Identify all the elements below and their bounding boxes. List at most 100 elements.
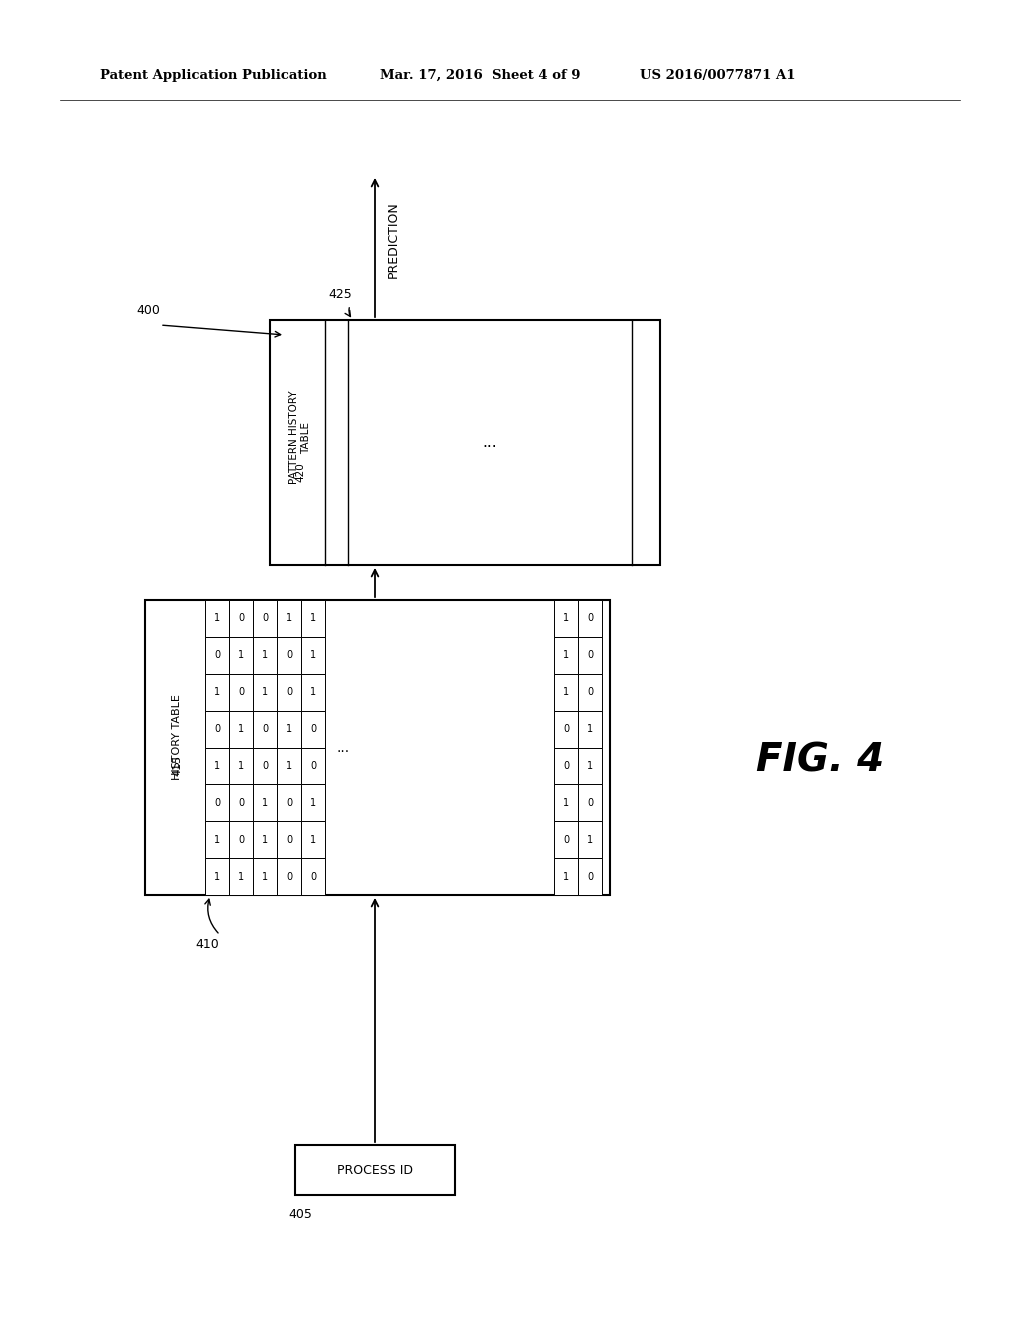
Bar: [145, 601, 610, 895]
Bar: [578, 601, 602, 636]
Bar: [278, 784, 301, 821]
Bar: [253, 858, 278, 895]
Text: 0: 0: [262, 725, 268, 734]
Text: PREDICTION: PREDICTION: [387, 202, 400, 279]
Text: 1: 1: [214, 614, 220, 623]
Bar: [278, 821, 301, 858]
Bar: [205, 784, 229, 821]
Bar: [554, 673, 578, 710]
Bar: [554, 747, 578, 784]
Text: 1: 1: [286, 725, 292, 734]
Bar: [205, 636, 229, 673]
Text: 0: 0: [587, 871, 593, 882]
Bar: [229, 601, 253, 636]
Text: 0: 0: [563, 725, 569, 734]
Bar: [278, 601, 301, 636]
Bar: [229, 747, 253, 784]
Text: 0: 0: [563, 834, 569, 845]
Text: 1: 1: [310, 834, 316, 845]
Text: 400: 400: [136, 304, 160, 317]
Text: 0: 0: [286, 688, 292, 697]
Bar: [578, 858, 602, 895]
Text: 0: 0: [286, 834, 292, 845]
Bar: [278, 673, 301, 710]
Bar: [253, 710, 278, 747]
Text: 0: 0: [587, 797, 593, 808]
Text: 0: 0: [310, 871, 316, 882]
Bar: [554, 784, 578, 821]
Bar: [301, 821, 325, 858]
Text: 1: 1: [238, 725, 244, 734]
Bar: [301, 858, 325, 895]
Text: PROCESS ID: PROCESS ID: [337, 1163, 413, 1176]
Text: ...: ...: [337, 741, 349, 755]
Bar: [554, 821, 578, 858]
Text: 1: 1: [262, 834, 268, 845]
Bar: [229, 636, 253, 673]
Bar: [229, 821, 253, 858]
Text: 0: 0: [238, 797, 244, 808]
Bar: [578, 710, 602, 747]
Bar: [205, 601, 229, 636]
Bar: [253, 821, 278, 858]
Text: 1: 1: [587, 760, 593, 771]
Bar: [205, 821, 229, 858]
Text: 0: 0: [587, 688, 593, 697]
Bar: [253, 636, 278, 673]
Text: 1: 1: [262, 651, 268, 660]
Text: 1: 1: [563, 871, 569, 882]
Text: 410: 410: [196, 939, 219, 952]
Bar: [578, 821, 602, 858]
Text: 0: 0: [286, 797, 292, 808]
Text: 1: 1: [238, 651, 244, 660]
Bar: [205, 710, 229, 747]
Text: 0: 0: [587, 614, 593, 623]
Text: 0: 0: [310, 725, 316, 734]
Bar: [301, 710, 325, 747]
Text: 1: 1: [286, 614, 292, 623]
Text: 1: 1: [587, 834, 593, 845]
Text: 0: 0: [587, 651, 593, 660]
Text: US 2016/0077871 A1: US 2016/0077871 A1: [640, 69, 796, 82]
Bar: [253, 784, 278, 821]
Text: 0: 0: [214, 651, 220, 660]
Bar: [205, 673, 229, 710]
Text: 1: 1: [310, 651, 316, 660]
Text: FIG. 4: FIG. 4: [756, 741, 884, 779]
Text: 420: 420: [295, 462, 305, 482]
Bar: [301, 747, 325, 784]
Text: 405: 405: [288, 1209, 312, 1221]
Bar: [205, 858, 229, 895]
Text: HISTORY TABLE: HISTORY TABLE: [172, 694, 182, 780]
Text: 1: 1: [262, 797, 268, 808]
Bar: [278, 858, 301, 895]
Bar: [554, 636, 578, 673]
Bar: [229, 710, 253, 747]
Bar: [278, 710, 301, 747]
Text: 0: 0: [563, 760, 569, 771]
Text: 0: 0: [286, 651, 292, 660]
Bar: [229, 784, 253, 821]
Text: 1: 1: [310, 797, 316, 808]
Bar: [578, 747, 602, 784]
Text: 1: 1: [262, 688, 268, 697]
Bar: [301, 784, 325, 821]
Text: 1: 1: [587, 725, 593, 734]
Bar: [578, 784, 602, 821]
Text: 0: 0: [238, 834, 244, 845]
Bar: [229, 673, 253, 710]
Text: 415: 415: [172, 755, 182, 776]
Text: 1: 1: [214, 871, 220, 882]
Bar: [295, 1144, 455, 1195]
Text: 0: 0: [262, 614, 268, 623]
Text: 0: 0: [214, 797, 220, 808]
Text: 1: 1: [563, 651, 569, 660]
Text: 1: 1: [286, 760, 292, 771]
Bar: [301, 673, 325, 710]
Bar: [578, 636, 602, 673]
Bar: [205, 747, 229, 784]
Text: 1: 1: [563, 797, 569, 808]
Text: 0: 0: [286, 871, 292, 882]
Text: PATTERN HISTORY
TABLE: PATTERN HISTORY TABLE: [289, 391, 311, 484]
Text: 1: 1: [310, 688, 316, 697]
